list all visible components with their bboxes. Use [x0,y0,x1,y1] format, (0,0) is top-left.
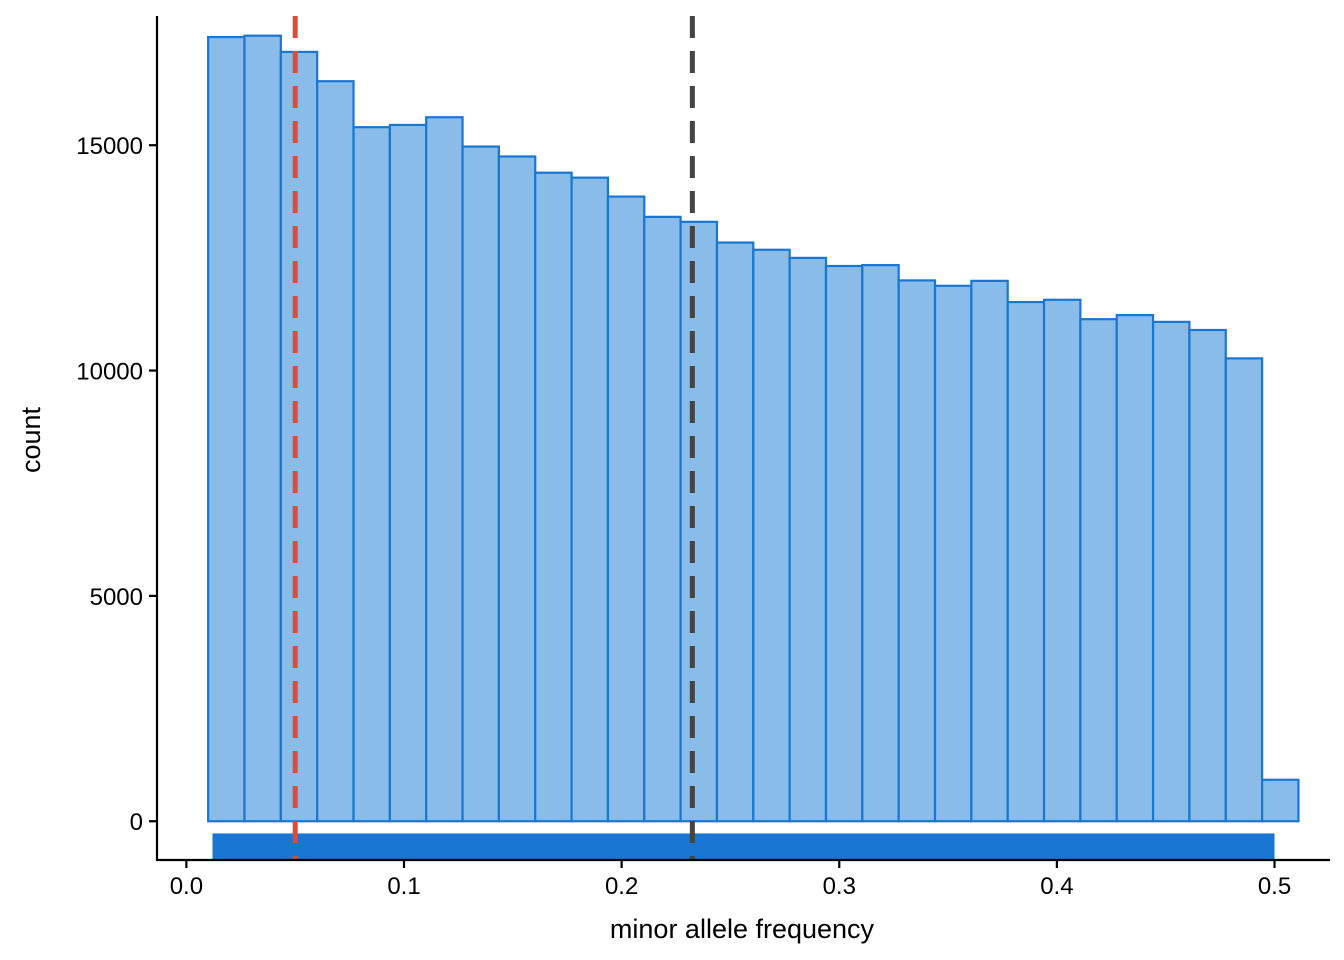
histogram-bar [425,116,464,823]
histogram-bar [933,284,973,823]
histogram-bar [643,215,682,823]
histogram-bar [970,279,1009,823]
y-tick-label: 0 [130,809,143,836]
reference-lines [292,16,695,860]
histogram-bar [534,171,573,823]
histogram-bar [715,241,755,823]
histogram-bar [897,279,937,823]
x-axis-title: minor allele frequency [610,914,875,944]
histogram-bar [388,123,428,823]
y-tick-label: 15000 [76,133,143,160]
histogram-bar [461,145,500,823]
y-axis-ticks: 0 5000 10000 15000 [76,133,157,836]
histogram-bar [1224,357,1264,823]
histogram-bar [679,220,719,823]
frequency-range-bar [212,833,1275,860]
x-axis-ticks: 0.0 0.1 0.2 0.3 0.4 0.5 [170,860,1291,900]
y-tick-label: 5000 [90,584,143,611]
histogram-bar [1079,318,1118,823]
x-tick-label: 0.5 [1258,873,1291,900]
histogram-bar [316,80,355,823]
histogram-bars [207,34,1300,823]
histogram-bar [207,35,246,823]
histogram-bar [497,155,537,823]
y-axis-title: count [16,406,46,473]
histogram-bar [570,176,610,823]
histogram-bar [788,256,828,823]
histogram-bar [1042,298,1082,823]
histogram-bar [606,195,646,823]
x-tick-label: 0.3 [823,873,856,900]
histogram-bar [1151,320,1191,823]
histogram-bar [1261,778,1300,823]
axes [155,16,1330,862]
histogram-bar [243,34,282,823]
histogram-bar [1006,300,1046,823]
histogram-bar [861,263,900,823]
y-tick-label: 10000 [76,359,143,386]
histogram-bar [824,264,864,823]
range-bar [212,833,1275,860]
x-tick-label: 0.0 [170,873,203,900]
x-tick-label: 0.1 [387,873,420,900]
histogram-bar [1188,328,1227,823]
histogram-bar [279,50,319,823]
histogram-bar [1115,314,1155,823]
x-tick-label: 0.4 [1040,873,1073,900]
histogram-bar [752,248,791,823]
x-tick-label: 0.2 [605,873,638,900]
histogram-bar [352,126,391,823]
